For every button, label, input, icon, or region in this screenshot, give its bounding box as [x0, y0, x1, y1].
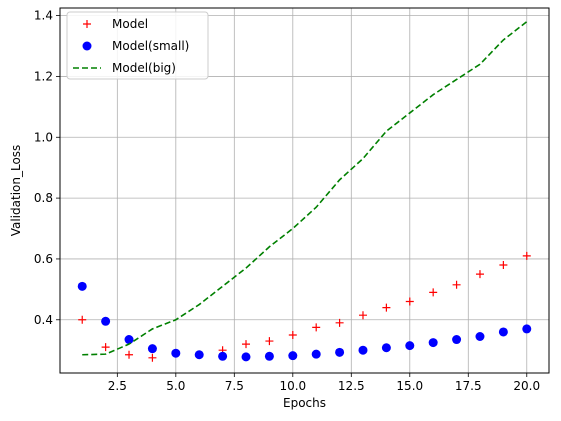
data-point — [522, 324, 532, 334]
data-point — [101, 316, 111, 326]
legend-box — [66, 11, 209, 80]
y-tick-label: 1.2 — [34, 69, 53, 83]
data-point — [335, 347, 345, 357]
ticks: 2.5 5.0 7.5 10.0 12.5 15.0 17.5 20.0 0.4 0.6 0.8 1.… — [34, 9, 540, 393]
data-point — [382, 303, 391, 312]
x-tick-label: 15.0 — [396, 379, 423, 393]
data-point — [265, 337, 274, 346]
data-point — [452, 335, 462, 345]
data-point — [499, 261, 508, 270]
data-point — [124, 335, 134, 345]
data-point — [242, 340, 251, 349]
x-tick-label: 10.0 — [279, 379, 306, 393]
y-tick-label: 1.0 — [34, 130, 53, 144]
plot-frame — [59, 7, 550, 374]
series-layer — [77, 21, 532, 362]
data-point — [428, 338, 438, 348]
data-point — [288, 330, 297, 339]
data-point — [264, 351, 274, 361]
x-tick-label: 20.0 — [513, 379, 540, 393]
series-1 — [77, 281, 532, 362]
x-tick-label: 5.0 — [166, 379, 185, 393]
x-tick-label: 2.5 — [108, 379, 127, 393]
series-2 — [82, 21, 528, 356]
data-point — [194, 350, 204, 360]
data-point — [475, 270, 484, 279]
y-tick-label: 0.6 — [34, 252, 53, 266]
data-point — [358, 311, 367, 320]
x-tick-label: 7.5 — [225, 379, 244, 393]
data-point — [498, 327, 508, 337]
data-point — [125, 350, 134, 359]
data-point — [335, 318, 344, 327]
legend-label: Model — [112, 17, 148, 31]
data-point — [311, 349, 321, 359]
data-point — [405, 341, 415, 351]
legend: Model Model(small) Model(big) — [66, 11, 209, 80]
legend-label: Model(big) — [112, 61, 176, 75]
data-point — [241, 352, 251, 362]
x-tick-label: 12.5 — [338, 379, 365, 393]
data-point — [148, 353, 157, 362]
grid — [60, 8, 549, 373]
data-point — [522, 251, 531, 260]
legend-swatch — [82, 41, 92, 51]
data-point — [429, 288, 438, 297]
x-tick-label: 17.5 — [455, 379, 482, 393]
data-point — [312, 323, 321, 332]
data-point — [101, 343, 110, 352]
data-point — [381, 343, 391, 353]
data-point — [147, 344, 157, 354]
data-point — [405, 297, 414, 306]
data-point — [171, 348, 181, 358]
y-tick-label: 0.4 — [34, 313, 53, 327]
x-axis-label: Epochs — [283, 396, 326, 410]
y-tick-label: 0.8 — [34, 191, 53, 205]
y-tick-label: 1.4 — [34, 9, 53, 23]
data-point — [78, 315, 87, 324]
data-point — [452, 280, 461, 289]
y-axis-label: Validation_Loss — [9, 145, 23, 237]
data-point — [77, 281, 87, 291]
data-point — [218, 351, 228, 361]
data-point — [288, 351, 298, 361]
data-point — [475, 332, 485, 341]
series-line — [82, 21, 528, 356]
legend-swatch — [83, 20, 91, 28]
data-point — [358, 345, 368, 355]
legend-label: Model(small) — [112, 39, 189, 53]
